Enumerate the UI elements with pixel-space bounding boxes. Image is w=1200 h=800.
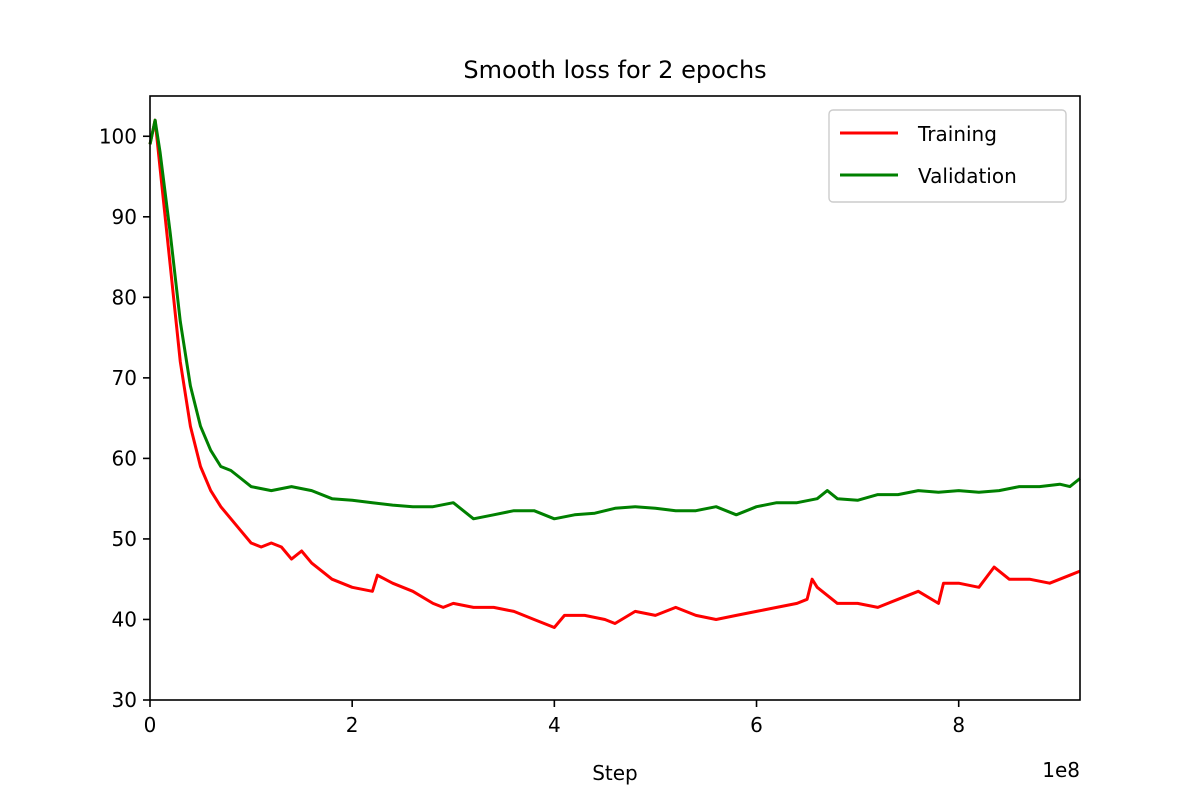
y-tick-label: 100 — [99, 124, 137, 148]
x-offset-label: 1e8 — [1042, 758, 1080, 782]
x-tick-label: 8 — [952, 713, 965, 737]
x-tick-label: 4 — [548, 713, 561, 737]
legend-training-label: Training — [917, 122, 997, 146]
legend: Training Validation — [828, 109, 1067, 203]
x-tick-label: 0 — [144, 713, 157, 737]
y-tick-label: 70 — [112, 366, 137, 390]
x-tick-label: 2 — [346, 713, 359, 737]
y-tick-label: 80 — [112, 285, 137, 309]
x-axis-label: Step — [592, 761, 638, 785]
series-line-training — [148, 118, 1081, 629]
legend-validation-label: Validation — [918, 164, 1017, 188]
y-axis: 30 40 50 60 70 80 90 100 — [99, 124, 150, 712]
plot-frame — [149, 95, 1081, 701]
y-tick-label: 30 — [112, 688, 137, 712]
chart-title: Smooth loss for 2 epochs — [463, 56, 766, 84]
x-tick-label: 6 — [750, 713, 763, 737]
y-tick-label: 50 — [112, 527, 137, 551]
y-tick-label: 60 — [112, 446, 137, 470]
y-tick-label: 40 — [112, 607, 137, 631]
series-line-validation — [148, 118, 1081, 521]
series-layer — [148, 118, 1081, 629]
x-axis: 0 2 4 6 8 — [144, 700, 965, 737]
y-tick-label: 90 — [112, 205, 137, 229]
